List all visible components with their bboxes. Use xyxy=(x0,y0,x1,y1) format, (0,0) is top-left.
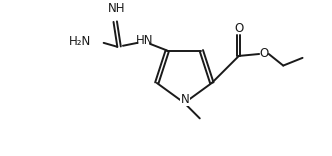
Text: NH: NH xyxy=(108,2,125,15)
Text: O: O xyxy=(234,22,243,35)
Text: HN: HN xyxy=(135,34,153,47)
Text: N: N xyxy=(181,93,190,106)
Text: H₂N: H₂N xyxy=(69,35,91,48)
Text: O: O xyxy=(259,46,269,60)
